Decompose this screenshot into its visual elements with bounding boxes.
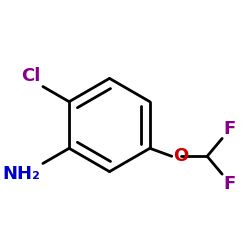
Text: Cl: Cl [21,68,40,86]
Text: NH₂: NH₂ [3,164,40,182]
Text: F: F [223,174,235,192]
Text: F: F [223,120,235,138]
Text: O: O [173,147,188,165]
